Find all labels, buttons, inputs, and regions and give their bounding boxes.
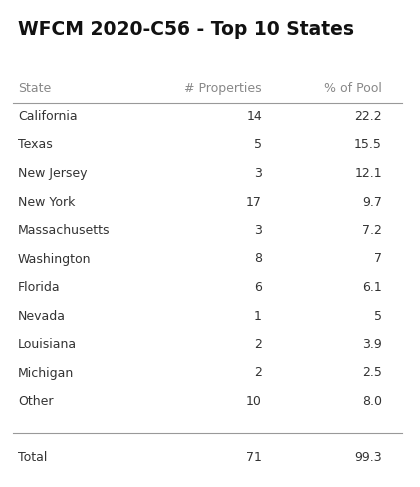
Text: 3: 3 <box>254 167 262 180</box>
Text: 8: 8 <box>254 252 262 265</box>
Text: % of Pool: % of Pool <box>324 82 382 95</box>
Text: 10: 10 <box>246 395 262 408</box>
Text: Louisiana: Louisiana <box>18 338 77 351</box>
Text: Massachusetts: Massachusetts <box>18 224 110 237</box>
Text: WFCM 2020-C56 - Top 10 States: WFCM 2020-C56 - Top 10 States <box>18 20 354 39</box>
Text: California: California <box>18 110 78 123</box>
Text: 15.5: 15.5 <box>354 138 382 151</box>
Text: Florida: Florida <box>18 281 60 294</box>
Text: 22.2: 22.2 <box>354 110 382 123</box>
Text: Texas: Texas <box>18 138 53 151</box>
Text: 7: 7 <box>374 252 382 265</box>
Text: 99.3: 99.3 <box>354 451 382 465</box>
Text: 7.2: 7.2 <box>362 224 382 237</box>
Text: Michigan: Michigan <box>18 367 74 379</box>
Text: 12.1: 12.1 <box>354 167 382 180</box>
Text: State: State <box>18 82 51 95</box>
Text: 2: 2 <box>254 338 262 351</box>
Text: New York: New York <box>18 195 75 208</box>
Text: 9.7: 9.7 <box>362 195 382 208</box>
Text: 6: 6 <box>254 281 262 294</box>
Text: 3.9: 3.9 <box>362 338 382 351</box>
Text: 8.0: 8.0 <box>362 395 382 408</box>
Text: Total: Total <box>18 451 47 465</box>
Text: Washington: Washington <box>18 252 92 265</box>
Text: New Jersey: New Jersey <box>18 167 87 180</box>
Text: # Properties: # Properties <box>184 82 262 95</box>
Text: 3: 3 <box>254 224 262 237</box>
Text: 5: 5 <box>374 310 382 322</box>
Text: 1: 1 <box>254 310 262 322</box>
Text: 2.5: 2.5 <box>362 367 382 379</box>
Text: Other: Other <box>18 395 53 408</box>
Text: 6.1: 6.1 <box>362 281 382 294</box>
Text: Nevada: Nevada <box>18 310 66 322</box>
Text: 2: 2 <box>254 367 262 379</box>
Text: 5: 5 <box>254 138 262 151</box>
Text: 71: 71 <box>246 451 262 465</box>
Text: 17: 17 <box>246 195 262 208</box>
Text: 14: 14 <box>246 110 262 123</box>
